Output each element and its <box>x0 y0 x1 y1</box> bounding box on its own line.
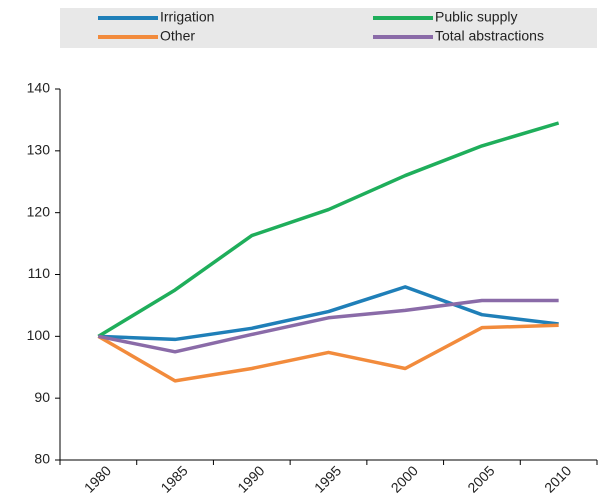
x-tick-label: 1995 <box>311 462 344 495</box>
y-tick-label: 80 <box>34 451 50 467</box>
y-tick-label: 90 <box>34 389 50 405</box>
y-tick-label: 100 <box>27 327 51 343</box>
x-tick-label: 1985 <box>157 462 190 495</box>
x-tick-label: 2010 <box>541 462 574 495</box>
legend-label: Public supply <box>435 9 518 25</box>
x-tick-label: 2005 <box>464 462 497 495</box>
line <box>97 121 560 338</box>
y-tick-label: 130 <box>27 142 51 158</box>
x-tick-label: 1990 <box>234 462 267 495</box>
y-tick-label: 110 <box>28 265 51 281</box>
x-tick-label: 2000 <box>388 462 421 495</box>
legend-label: Irrigation <box>160 9 214 25</box>
legend-label: Total abstractions <box>435 28 544 44</box>
legend-background <box>60 8 597 48</box>
y-tick-label: 140 <box>27 80 51 96</box>
y-tick-label: 120 <box>27 203 51 219</box>
x-tick-label: 1980 <box>81 462 114 495</box>
legend-label: Other <box>160 28 195 44</box>
line <box>97 323 559 383</box>
line <box>98 298 559 354</box>
line <box>98 285 559 342</box>
